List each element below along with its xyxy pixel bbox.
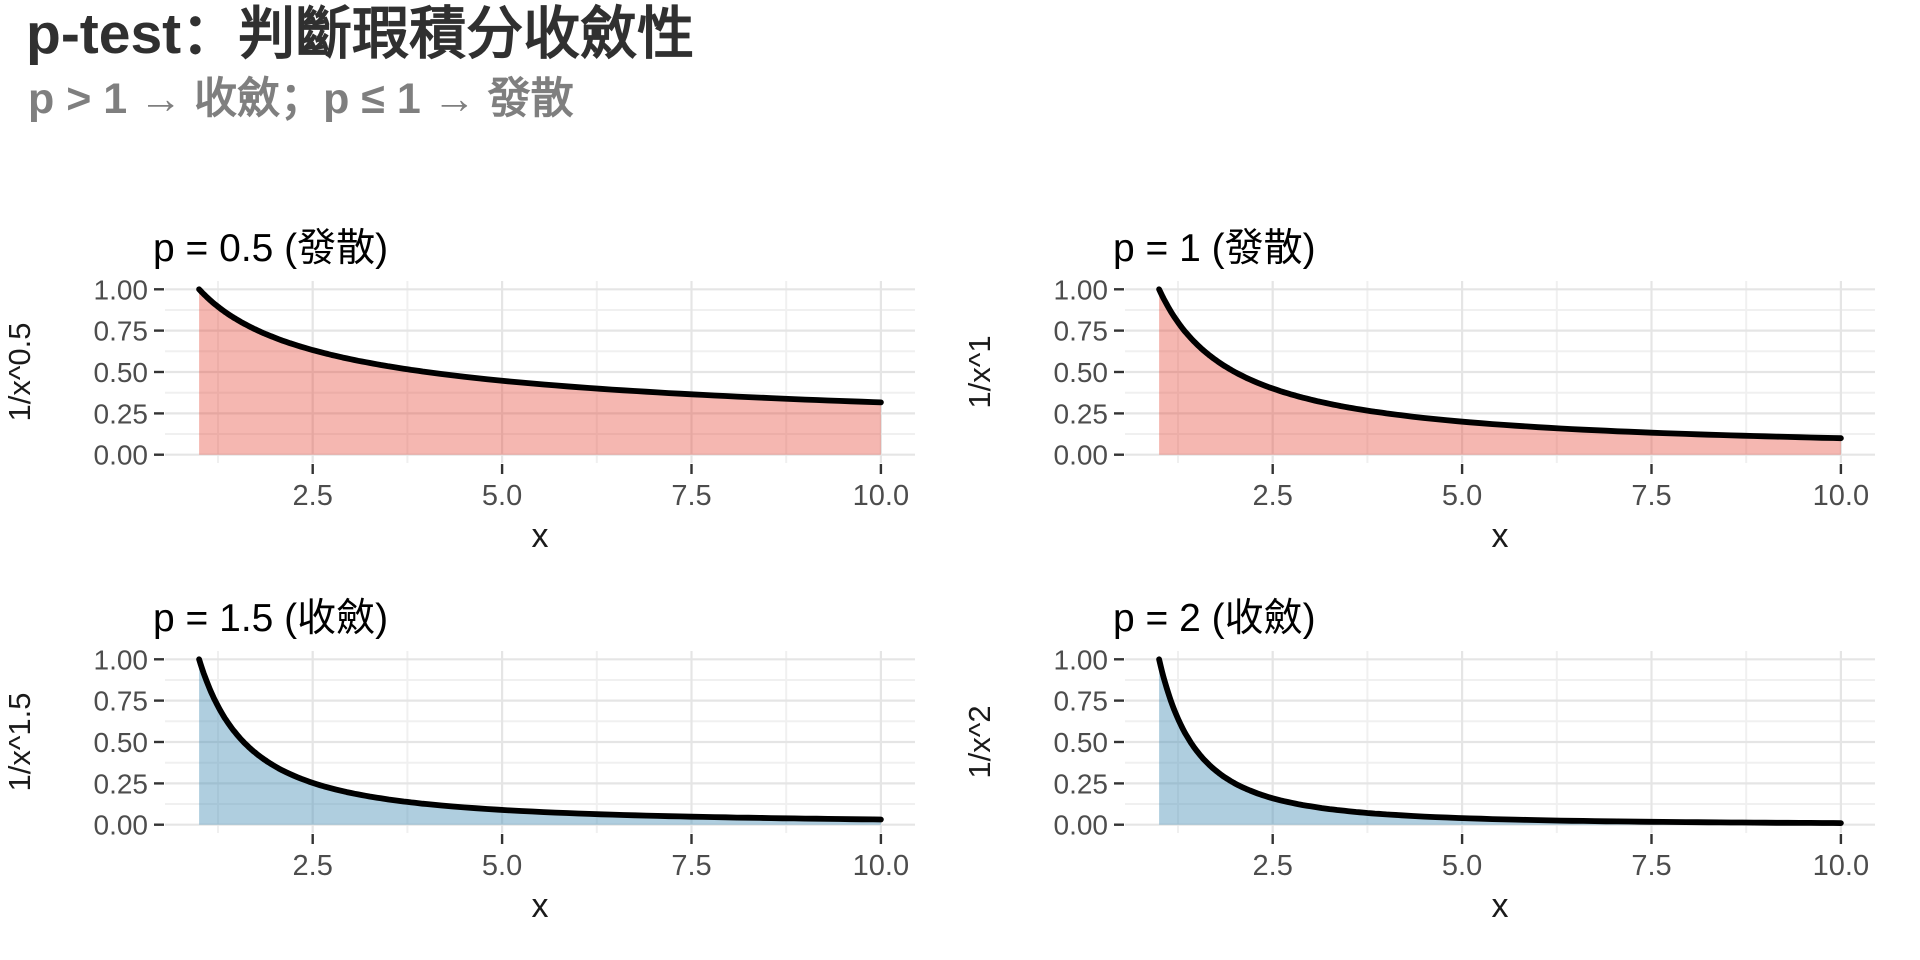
gridlines (1125, 281, 1875, 463)
y-tick-label: 0.00 (94, 440, 149, 471)
y-axis-title: 1/x^0.5 (2, 323, 37, 422)
x-axis-title: x (532, 887, 549, 925)
x-axis-title: x (1492, 887, 1509, 925)
y-tick-label: 0.50 (94, 727, 149, 758)
y-tick-label: 0.25 (1054, 398, 1109, 429)
x-tick-label: 5.0 (482, 850, 522, 882)
area-under-curve (199, 289, 881, 455)
x-tick-label: 7.5 (671, 850, 711, 882)
y-tick-label: 0.75 (1054, 686, 1109, 717)
tick-marks (154, 288, 883, 474)
y-axis-title: 1/x^1.5 (2, 693, 37, 792)
y-tick-label: 0.50 (94, 357, 149, 388)
x-tick-label: 10.0 (853, 480, 909, 512)
x-tick-label: 2.5 (293, 480, 333, 512)
x-tick-label: 10.0 (1813, 850, 1869, 882)
area-under-curve (199, 659, 881, 825)
function-curve (196, 656, 884, 823)
panel-title: p = 1.5 (收斂) (153, 597, 388, 640)
x-tick-label: 10.0 (1813, 480, 1869, 512)
y-tick-label: 0.25 (94, 398, 149, 429)
subplot-p-2: 0.00 0.25 0.50 0.75 1.00 2.5 5.0 7.5 10.0 p = 2 (… (962, 597, 1875, 925)
gridlines (165, 651, 915, 833)
x-tick-label: 5.0 (482, 480, 522, 512)
subtitle: p > 1 → 收斂；p ≤ 1 → 發散 (28, 75, 574, 123)
y-tick-label: 0.75 (94, 316, 149, 347)
tick-marks (1114, 658, 1843, 844)
y-tick-label: 0.50 (1054, 727, 1109, 758)
x-tick-label: 7.5 (671, 480, 711, 512)
y-axis-title: 1/x^1 (962, 335, 997, 408)
x-tick-label: 2.5 (293, 850, 333, 882)
x-tick-label: 5.0 (1442, 850, 1482, 882)
x-axis-title: x (532, 517, 549, 555)
function-curve (1156, 656, 1844, 826)
y-tick-label: 1.00 (94, 644, 149, 675)
y-tick-label: 0.50 (1054, 357, 1109, 388)
subplot-p-1: 0.00 0.25 0.50 0.75 1.00 2.5 5.0 7.5 10.0 p = 1 (… (962, 227, 1875, 555)
tick-marks (1114, 288, 1843, 474)
panel-title: p = 2 (收斂) (1113, 597, 1316, 640)
y-tick-label: 0.25 (94, 768, 149, 799)
function-curve (1156, 286, 1844, 442)
y-tick-label: 0.75 (1054, 316, 1109, 347)
x-tick-label: 2.5 (1253, 850, 1293, 882)
x-tick-label: 5.0 (1442, 480, 1482, 512)
y-tick-label: 0.00 (1054, 810, 1109, 841)
panel-title: p = 0.5 (發散) (153, 227, 388, 270)
subplot-p-0.5: 0.00 0.25 0.50 0.75 1.00 2.5 5.0 7.5 10.0 p = 0.5… (2, 227, 915, 555)
area-under-curve (1159, 289, 1841, 455)
area-under-curve (1159, 659, 1841, 825)
subplot-p-1.5: 0.00 0.25 0.50 0.75 1.00 2.5 5.0 7.5 10.0 p = 1.5… (2, 597, 915, 925)
x-tick-label: 7.5 (1631, 850, 1671, 882)
y-tick-label: 0.00 (94, 810, 149, 841)
x-tick-label: 2.5 (1253, 480, 1293, 512)
y-tick-label: 0.75 (94, 686, 149, 717)
y-tick-label: 0.00 (1054, 440, 1109, 471)
plot-grid: 0.00 0.25 0.50 0.75 1.00 2.5 5.0 7.5 10.0 p = 0.5… (0, 160, 1920, 960)
tick-marks (154, 658, 883, 844)
function-curve (196, 286, 884, 406)
y-tick-label: 1.00 (1054, 274, 1109, 305)
x-tick-label: 10.0 (853, 850, 909, 882)
panel-title: p = 1 (發散) (1113, 227, 1316, 270)
x-tick-label: 7.5 (1631, 480, 1671, 512)
y-axis-title: 1/x^2 (962, 705, 997, 778)
gridlines (165, 281, 915, 463)
y-tick-label: 1.00 (1054, 644, 1109, 675)
main-title: p-test：判斷瑕積分收斂性 (26, 2, 695, 66)
x-axis-title: x (1492, 517, 1509, 555)
y-tick-label: 1.00 (94, 274, 149, 305)
y-tick-label: 0.25 (1054, 768, 1109, 799)
